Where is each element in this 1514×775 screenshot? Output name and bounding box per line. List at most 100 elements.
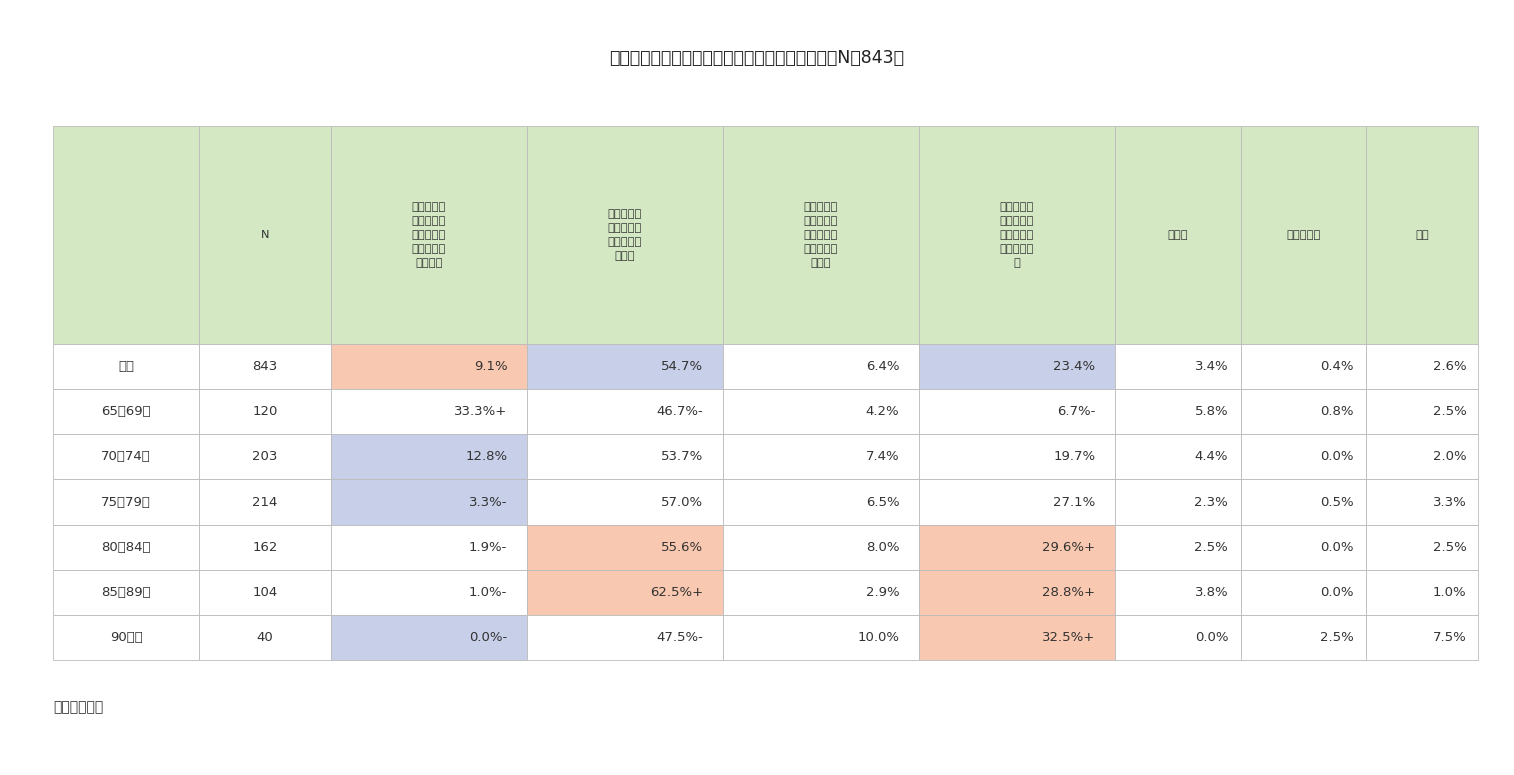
Text: 0.0%: 0.0% (1320, 450, 1354, 463)
Text: 12.8%: 12.8% (465, 450, 507, 463)
Bar (53, 389, 200, 434)
Text: その他: その他 (1167, 229, 1188, 239)
Text: 75〜79歳: 75〜79歳 (101, 495, 151, 508)
Bar (919, 480, 1114, 525)
Text: 1.0%-: 1.0%- (469, 586, 507, 599)
Text: 0.0%: 0.0% (1320, 586, 1354, 599)
Bar (53, 615, 200, 660)
Text: 10.0%: 10.0% (857, 631, 899, 644)
Text: 6.4%: 6.4% (866, 360, 899, 373)
Bar (200, 389, 332, 434)
Text: 1.0%: 1.0% (1432, 586, 1467, 599)
Bar (53, 480, 200, 525)
Text: 3.4%: 3.4% (1195, 360, 1228, 373)
Bar (527, 389, 722, 434)
Text: 2.5%: 2.5% (1432, 405, 1467, 418)
Text: 53.7%: 53.7% (662, 450, 704, 463)
Bar (1240, 434, 1367, 480)
Bar (1114, 434, 1240, 480)
Text: 2.3%: 2.3% (1195, 495, 1228, 508)
Bar (1240, 126, 1367, 344)
Bar (722, 389, 919, 434)
Text: 162: 162 (253, 541, 277, 554)
Text: 55.6%: 55.6% (662, 541, 704, 554)
Bar (332, 344, 527, 389)
Bar (1114, 615, 1240, 660)
Bar (1367, 434, 1478, 480)
Bar (1367, 344, 1478, 389)
Text: 4.2%: 4.2% (866, 405, 899, 418)
Bar (527, 434, 722, 480)
Bar (1114, 126, 1240, 344)
Text: 0.4%: 0.4% (1320, 360, 1354, 373)
Text: 2.6%: 2.6% (1432, 360, 1467, 373)
Bar (919, 525, 1114, 570)
Bar (200, 126, 332, 344)
Bar (1240, 615, 1367, 660)
Text: 23.4%: 23.4% (1054, 360, 1095, 373)
Text: 46.7%-: 46.7%- (657, 405, 704, 418)
Text: 120: 120 (253, 405, 277, 418)
Bar (919, 570, 1114, 615)
Text: 7.5%: 7.5% (1432, 631, 1467, 644)
Text: 70〜74歳: 70〜74歳 (101, 450, 151, 463)
Text: 運転免許証
を持ってい
たが、更新
せず失効し
たから: 運転免許証 を持ってい たが、更新 せず失効し たから (804, 202, 839, 267)
Text: もともと運
転免許証を
持っていな
いから: もともと運 転免許証を 持っていな いから (607, 208, 642, 260)
Text: 85〜89歳: 85〜89歳 (101, 586, 151, 599)
Bar (53, 434, 200, 480)
Bar (332, 615, 527, 660)
Text: 203: 203 (253, 450, 277, 463)
Text: 80〜84歳: 80〜84歳 (101, 541, 151, 554)
Text: 0.0%-: 0.0%- (469, 631, 507, 644)
Bar (1114, 344, 1240, 389)
Bar (200, 570, 332, 615)
Bar (722, 434, 919, 480)
Bar (527, 344, 722, 389)
Text: 32.5%+: 32.5%+ (1042, 631, 1095, 644)
Text: 全体: 全体 (118, 360, 135, 373)
Text: 2.5%: 2.5% (1320, 631, 1354, 644)
Bar (919, 126, 1114, 344)
Bar (722, 480, 919, 525)
Bar (527, 525, 722, 570)
Text: 4.4%: 4.4% (1195, 450, 1228, 463)
Text: 5.8%: 5.8% (1195, 405, 1228, 418)
Text: 62.5%+: 62.5%+ (650, 586, 704, 599)
Text: 40: 40 (257, 631, 274, 644)
Bar (919, 434, 1114, 480)
Bar (919, 615, 1114, 660)
Bar (1240, 480, 1367, 525)
Text: 57.0%: 57.0% (662, 495, 704, 508)
Text: 19.7%: 19.7% (1054, 450, 1095, 463)
Bar (53, 126, 200, 344)
Bar (1114, 480, 1240, 525)
Bar (722, 126, 919, 344)
Text: 0.5%: 0.5% (1320, 495, 1354, 508)
Bar (527, 480, 722, 525)
Bar (1240, 525, 1367, 570)
Text: 8.0%: 8.0% (866, 541, 899, 554)
Text: 2.9%: 2.9% (866, 586, 899, 599)
Text: 図表９　年齢階級別にみた「運転しない理由」（N＝843）: 図表９ 年齢階級別にみた「運転しない理由」（N＝843） (610, 49, 904, 67)
Bar (1240, 570, 1367, 615)
Bar (200, 525, 332, 570)
Bar (722, 615, 919, 660)
Bar (53, 344, 200, 389)
Bar (1114, 389, 1240, 434)
Text: 6.7%-: 6.7%- (1057, 405, 1095, 418)
Bar (722, 570, 919, 615)
Bar (1114, 525, 1240, 570)
Bar (53, 570, 200, 615)
Text: 2.5%: 2.5% (1432, 541, 1467, 554)
Bar (332, 525, 527, 570)
Text: 54.7%: 54.7% (662, 360, 704, 373)
Text: 28.8%+: 28.8%+ (1042, 586, 1095, 599)
Text: 0.0%: 0.0% (1195, 631, 1228, 644)
Text: 33.3%+: 33.3%+ (454, 405, 507, 418)
Text: 7.4%: 7.4% (866, 450, 899, 463)
Text: 3.3%: 3.3% (1432, 495, 1467, 508)
Bar (53, 525, 200, 570)
Text: 104: 104 (253, 586, 277, 599)
Text: 運転免許証
を持ってい
たが、自主
返納したか
ら: 運転免許証 を持ってい たが、自主 返納したか ら (999, 202, 1034, 267)
Bar (1367, 389, 1478, 434)
